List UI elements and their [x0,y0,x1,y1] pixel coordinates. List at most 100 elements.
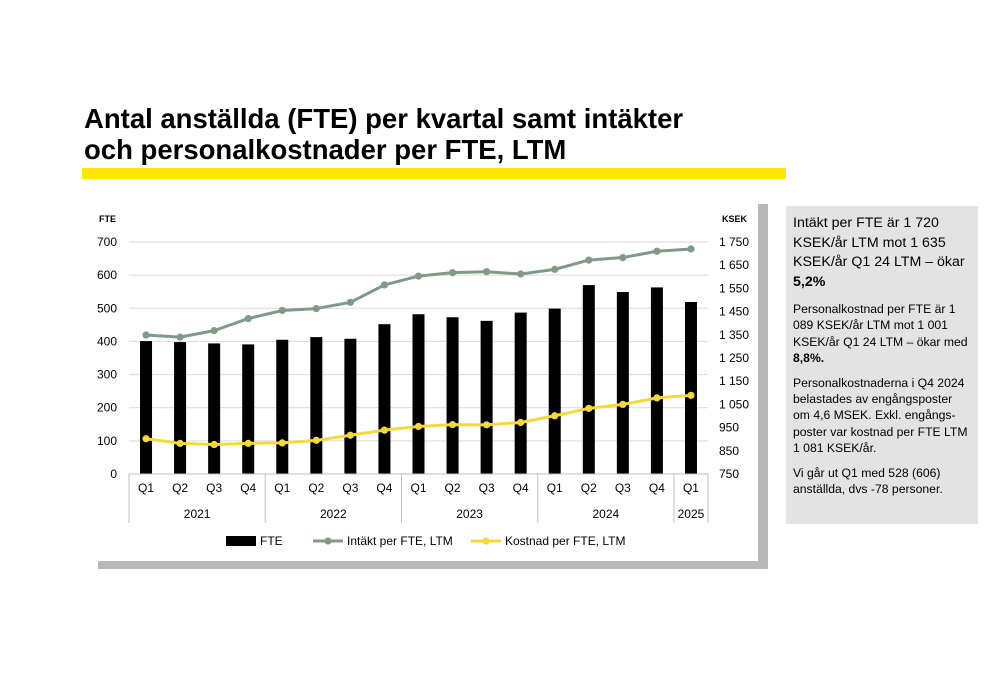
bar-fte [582,285,595,474]
x-tick-label: Q2 [308,481,324,495]
x-tick-label: Q2 [445,481,461,495]
y2-tick-label: 1 550 [719,281,749,295]
bar-fte [514,312,527,474]
legend-label-revenue: Intäkt per FTE, LTM [347,534,453,548]
left-axis-title: FTE [99,214,116,224]
point-revenue-per-fte [619,253,627,262]
bar-fte [174,342,187,474]
point-revenue-per-fte [483,268,491,276]
point-cost-per-fte [346,431,354,439]
point-cost-per-fte [585,404,593,412]
x-tick-label: Q3 [206,481,222,495]
bar-fte [344,338,357,474]
y2-tick-label: 1 350 [719,328,749,342]
x-tick-label: Q4 [240,481,256,495]
x-tick-label: Q4 [649,481,665,495]
bar-fte [548,308,561,474]
legend-label-fte: FTE [260,534,283,548]
bar-fte [276,339,289,474]
y2-tick-label: 1 150 [719,374,749,388]
y-tick-label: 100 [97,434,117,448]
chart-card: 0 100 200 300 400 500 600 700 750 850 950 1 050 1 15… [88,196,758,561]
point-cost-per-fte [619,400,627,408]
point-cost-per-fte [176,439,184,447]
point-revenue-per-fte [312,304,320,313]
one-off-costs-note: Personalkostnaderna i Q4 2024 belastades… [793,375,968,456]
y2-tick-label: 850 [719,444,739,458]
bar-fte [616,292,629,474]
x-tick-label: Q2 [172,481,188,495]
cost-per-fte-text: Personalkostnad per FTE är 1 089 KSEK/år… [793,302,968,349]
point-cost-per-fte [380,426,389,434]
title-accent-bar [82,168,786,179]
point-revenue-per-fte [585,256,593,264]
right-axis-title: KSEK [722,214,748,224]
x-year-label: 2025 [678,507,705,521]
y2-tick-label: 1 650 [719,258,749,272]
point-revenue-per-fte [142,331,150,339]
bar-fte [480,320,493,474]
x-tick-label: Q1 [683,481,699,495]
bar-fte [378,324,391,474]
bar-fte [412,314,425,474]
slide-title: Antal anställda (FTE) per kvartal samt i… [84,103,784,165]
headcount-note: Vi går ut Q1 med 528 (606) anställda, dv… [793,465,943,497]
y2-tick-label: 1 750 [719,235,749,249]
y2-tick-label: 950 [719,421,739,435]
point-revenue-per-fte [380,281,389,289]
y-tick-label: 300 [97,368,117,382]
revenue-per-fte-text: Intäkt per FTE är 1 720 KSEK/år LTM mot … [793,215,965,270]
bar-fte [310,337,323,474]
point-revenue-per-fte [687,245,695,253]
x-tick-label: Q4 [376,481,392,495]
point-revenue-per-fte [517,270,525,278]
x-year-label: 2021 [184,507,211,521]
slide-title-line-2: och personalkostnader per FTE, LTM [84,134,567,165]
point-cost-per-fte [653,394,661,402]
x-tick-label: Q2 [581,481,597,495]
point-cost-per-fte [517,418,525,427]
x-year-label: 2023 [456,507,483,521]
point-cost-per-fte [483,421,491,429]
point-revenue-per-fte [653,247,661,255]
point-revenue-per-fte [176,333,184,341]
y2-tick-label: 1 050 [719,397,749,411]
revenue-per-fte-growth: 5,2% [793,273,826,290]
point-cost-per-fte [244,439,252,447]
legend-marker-revenue [324,537,332,545]
bar-fte [140,341,153,474]
legend-label-cost: Kostnad per FTE, LTM [505,534,626,548]
bar-fte [208,343,221,474]
commentary-panel: Intäkt per FTE är 1 720 KSEK/år LTM mot … [786,206,978,524]
x-tick-label: Q1 [410,481,426,495]
point-cost-per-fte [687,391,695,399]
y2-tick-label: 1 450 [719,305,749,319]
point-cost-per-fte [551,412,559,420]
point-revenue-per-fte [414,272,423,280]
point-cost-per-fte [448,420,457,429]
point-cost-per-fte [142,435,150,443]
x-tick-label: Q3 [615,481,631,495]
y-tick-label: 400 [97,334,117,348]
point-revenue-per-fte [551,265,559,273]
point-cost-per-fte [210,440,218,449]
combo-chart: 0 100 200 300 400 500 600 700 750 850 950 1 050 1 15… [97,214,749,548]
x-tick-label: Q1 [138,481,154,495]
bar-fte [446,317,459,474]
point-revenue-per-fte [244,314,252,323]
y2-tick-label: 1 250 [719,351,749,365]
point-revenue-per-fte [346,298,354,306]
y-tick-label: 600 [97,268,117,282]
x-year-label: 2024 [592,507,619,521]
legend-swatch-fte [226,536,256,546]
slide-title-line-1: Antal anställda (FTE) per kvartal samt i… [84,103,684,134]
bar-fte [650,287,663,474]
bar-fte [242,344,255,474]
cost-per-fte-note: Personalkostnad per FTE är 1 089 KSEK/år… [793,301,970,367]
point-cost-per-fte [312,436,320,444]
point-cost-per-fte [278,439,286,447]
legend-marker-cost [482,537,490,545]
point-cost-per-fte [414,422,423,431]
revenue-per-fte-note: Intäkt per FTE är 1 720 KSEK/år LTM mot … [793,214,970,292]
y-tick-label: 0 [110,467,117,481]
